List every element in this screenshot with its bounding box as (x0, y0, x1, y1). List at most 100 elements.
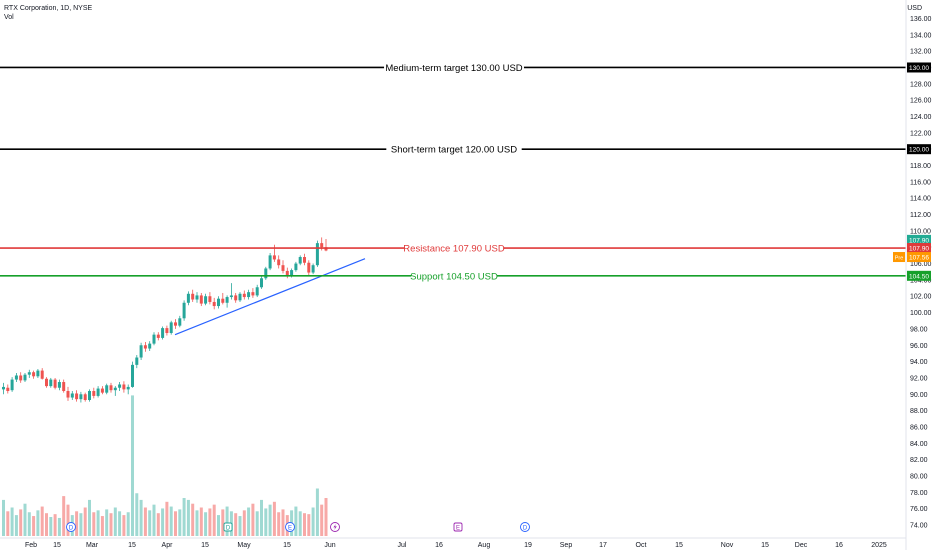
price-tick-label: 104.00 (910, 277, 932, 284)
dividend-marker (66, 522, 76, 532)
time-tick-label: Oct (636, 542, 647, 549)
candle-body (260, 278, 263, 288)
volume-bar (131, 395, 134, 536)
volume-bar (118, 511, 122, 536)
candle-body (272, 255, 276, 260)
volume-bar (79, 513, 83, 536)
candle-body (186, 293, 190, 303)
volume-bar (49, 517, 53, 536)
candle-body (19, 375, 23, 381)
pre-market-price-badge (907, 252, 931, 263)
level-price-badge-text: 120.00 (909, 147, 929, 154)
volume-bar (10, 507, 14, 536)
volume-bar (307, 514, 311, 536)
time-tick-label: 15 (675, 542, 683, 549)
volume-bar (57, 517, 61, 536)
volume-bar (174, 511, 177, 536)
price-tick-label: 84.00 (910, 441, 928, 448)
level-label: Support 104.50 USD (410, 271, 498, 282)
volume-bar (260, 499, 263, 536)
volume-bar (217, 515, 220, 536)
volume-bar (92, 512, 96, 536)
candle-body (285, 270, 289, 276)
time-tick-label: Mar (86, 542, 99, 549)
candle-body (70, 393, 74, 398)
volume-bar (303, 513, 306, 536)
horizontal-levels[interactable]: Medium-term target 130.00 USD Short-term … (0, 61, 906, 282)
volume-bar (148, 510, 152, 536)
price-tick-label: 116.00 (910, 179, 931, 186)
volume-bar (139, 499, 143, 536)
volume-bar (165, 501, 169, 536)
volume-bar (143, 507, 147, 536)
volume-bar (199, 507, 203, 536)
candle-body (182, 302, 186, 319)
volume-bar (40, 506, 44, 536)
candle-body (221, 298, 225, 303)
time-tick-label: 15 (761, 542, 769, 549)
last-price-badge-text: 107.90 (909, 246, 929, 253)
candle-body (247, 292, 251, 298)
trendline-layer[interactable] (174, 258, 366, 336)
level-label-bg (386, 143, 522, 156)
volume-bar (320, 504, 324, 536)
volume-bar (294, 506, 298, 536)
candle-body (298, 257, 302, 264)
symbol-title: RTX Corporation, 1D, NYSE (4, 5, 93, 12)
time-tick-label: 17 (599, 542, 607, 549)
level-label: Short-term target 120.00 USD (391, 145, 517, 156)
level-price-badge-text: 104.50 (909, 273, 929, 280)
price-badges: 130.00120.00107.90104.50107.90107.90Pre1… (893, 62, 931, 281)
candle-body (79, 394, 83, 400)
time-tick-label: May (237, 542, 251, 549)
ascending-trendline (174, 258, 366, 336)
volume-bars (2, 395, 328, 536)
volume-bar (324, 498, 328, 536)
price-tick-label: 132.00 (910, 49, 932, 56)
candle-body (49, 379, 53, 387)
candle-body (40, 370, 44, 379)
pre-market-price-text: 107.56 (909, 255, 929, 262)
volume-bar (272, 501, 276, 536)
time-tick-label: 15 (128, 542, 136, 549)
time-tick-label: 15 (53, 542, 61, 549)
price-tick-label: 90.00 (910, 392, 928, 399)
price-tick-label: 82.00 (910, 457, 928, 464)
volume-bar (2, 499, 5, 536)
volume-bar (23, 503, 27, 536)
volume-bar (19, 509, 23, 536)
dividend-marker (285, 522, 295, 532)
earnings-marker-label: E (456, 526, 460, 532)
volume-bar (242, 510, 246, 536)
candle-body (36, 370, 40, 377)
volume-bar (195, 510, 199, 536)
dividend-marker-label: D (523, 525, 528, 531)
candle-body (311, 265, 315, 273)
candle-body (96, 388, 100, 396)
time-tick-label: 2025 (871, 542, 887, 549)
time-tick-label: 15 (201, 542, 209, 549)
volume-indicator-label: Vol (4, 14, 14, 21)
price-tick-label: 94.00 (910, 359, 928, 366)
volume-bar (6, 511, 10, 536)
level-label: Medium-term target 130.00 USD (385, 63, 522, 74)
candle-body (45, 378, 48, 387)
currency-label[interactable]: USD (907, 5, 922, 12)
level-label-bg (411, 269, 497, 282)
candle-body (165, 328, 169, 334)
candle-body (131, 364, 134, 387)
candle-body (105, 385, 109, 393)
time-tick-label: Nov (721, 542, 734, 549)
volume-bar (88, 499, 91, 536)
volume-bar (45, 513, 48, 536)
volume-bar (221, 509, 225, 536)
candle-body (303, 257, 306, 263)
price-tick-label: 136.00 (910, 16, 932, 23)
volume-bar (247, 507, 251, 536)
candle-body (238, 293, 242, 301)
time-axis[interactable]: Feb 15 Mar 15 Apr 15 May 15 Jun Jul 16 Aug 19 Sep 17 Oc… (25, 542, 887, 549)
price-tick-label: 76.00 (910, 506, 928, 513)
time-tick-label: Jul (398, 542, 407, 549)
